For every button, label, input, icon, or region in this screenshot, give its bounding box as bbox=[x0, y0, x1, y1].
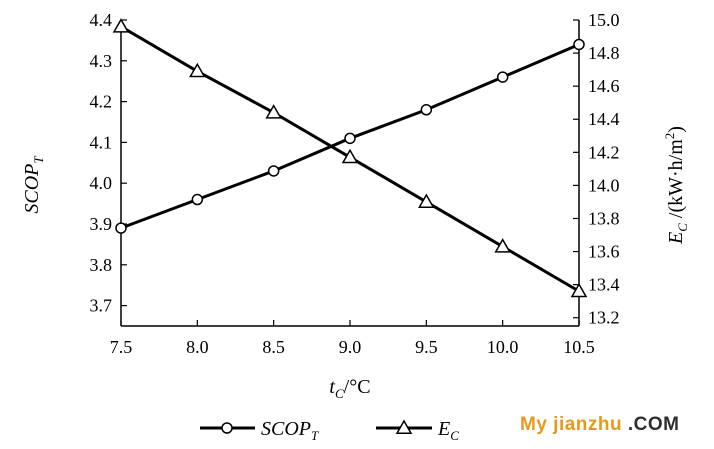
legend-entry-scop: SCOPT bbox=[200, 418, 319, 443]
right-y-tick-label: 14.6 bbox=[588, 76, 620, 96]
x-axis-title: tC/°C bbox=[329, 376, 370, 401]
left-y-tick-label: 4.4 bbox=[90, 10, 113, 30]
chart-ticks: 7.5 8.0 8.5 9.0 9.5 10.0 10.5 3.7 3.8 3.9 4.0 4.1 4.… bbox=[90, 10, 620, 357]
triangle-marker bbox=[570, 282, 588, 298]
triangle-marker bbox=[395, 419, 413, 434]
right-y-tick-label: 13.4 bbox=[588, 275, 620, 295]
circle-marker bbox=[344, 132, 356, 145]
triangle-marker bbox=[189, 62, 206, 78]
legend-entry-ec: EC bbox=[376, 418, 459, 443]
watermark-logo: My jianzhu .COM bbox=[520, 414, 680, 436]
watermark-text-part1: My jianzhu bbox=[520, 414, 623, 435]
right-y-tick-label: 14.4 bbox=[588, 109, 620, 129]
x-tick-label: 7.5 bbox=[110, 337, 133, 357]
circle-marker bbox=[115, 222, 127, 234]
right-y-tick-label: 13.6 bbox=[588, 242, 620, 262]
chart-legend: SCOPT EC bbox=[200, 418, 459, 443]
series-group bbox=[112, 18, 588, 298]
triangle-marker bbox=[494, 238, 511, 253]
axis-titles: tC/°C SCOPT EC /(kW·h/m2) bbox=[21, 126, 690, 401]
left-y-tick-label: 4.2 bbox=[90, 92, 113, 112]
right-y-tick-label: 14.8 bbox=[588, 43, 620, 63]
left-y-tick-label: 3.8 bbox=[90, 255, 113, 275]
x-tick-label: 10.5 bbox=[563, 337, 595, 357]
right-y-tick-label: 13.8 bbox=[588, 208, 620, 228]
x-tick-label: 8.5 bbox=[262, 337, 285, 357]
left-y-tick-label: 4.0 bbox=[90, 173, 113, 193]
triangle-marker bbox=[341, 148, 359, 164]
chart-series bbox=[112, 18, 588, 298]
right-y-tick-label: 14.2 bbox=[588, 142, 620, 162]
circle-marker bbox=[496, 71, 509, 83]
triangle-marker bbox=[112, 18, 130, 33]
x-tick-label: 9.0 bbox=[339, 337, 362, 357]
x-tick-label: 8.0 bbox=[186, 337, 209, 357]
circle-marker bbox=[420, 104, 433, 116]
circle-marker bbox=[573, 38, 585, 51]
left-y-tick-label: 3.7 bbox=[90, 296, 113, 316]
triangle-marker bbox=[418, 193, 435, 208]
triangle-marker bbox=[265, 104, 282, 119]
left-y-tick-label: 3.9 bbox=[90, 214, 113, 234]
legend-label-ec: EC bbox=[437, 418, 459, 443]
right-y-tick-label: 14.0 bbox=[588, 175, 620, 195]
left-y-axis-title: SCOPT bbox=[21, 156, 46, 214]
circle-marker bbox=[191, 193, 204, 206]
circle-marker bbox=[267, 165, 280, 177]
right-y-tick-label: 13.2 bbox=[588, 308, 620, 328]
series-group bbox=[115, 38, 585, 234]
x-tick-label: 9.5 bbox=[415, 337, 438, 357]
watermark-text-part2: .COM bbox=[622, 414, 680, 435]
left-y-tick-label: 4.3 bbox=[90, 51, 113, 71]
legend-label-scop: SCOPT bbox=[261, 418, 319, 443]
circle-marker bbox=[221, 422, 233, 434]
left-y-tick-label: 4.1 bbox=[90, 132, 113, 152]
x-tick-label: 10.0 bbox=[487, 337, 519, 357]
right-y-tick-label: 15.0 bbox=[588, 10, 620, 30]
right-y-axis-title: EC /(kW·h/m2) bbox=[662, 126, 690, 245]
